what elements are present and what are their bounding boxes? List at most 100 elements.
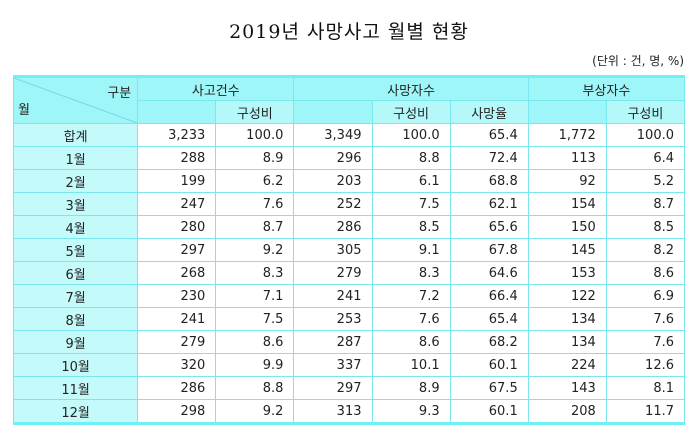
injured-ratio-cell: 8.7	[605, 192, 686, 216]
injured-ratio-cell: 8.5	[605, 215, 686, 239]
accidents-cell: 241	[137, 307, 217, 331]
death-rate-cell: 62.1	[449, 192, 529, 216]
deaths-ratio-cell: 100.0	[371, 123, 451, 147]
month-cell: 10월	[12, 353, 139, 377]
month-cell: 5월	[12, 238, 139, 262]
month-cell: 9월	[12, 330, 139, 354]
deaths-cell: 252	[293, 192, 373, 216]
table-row: 4월 280 8.7 286 8.5 65.6 150 8.5	[12, 215, 686, 239]
table-row: 6월 268 8.3 279 8.3 64.6 153 8.6	[12, 261, 686, 285]
accidents-cell: 199	[137, 169, 217, 193]
injured-cell: 113	[527, 146, 607, 170]
death-rate-cell: 65.4	[449, 307, 529, 331]
table-row: 9월 279 8.6 287 8.6 68.2 134 7.6	[12, 330, 686, 354]
corner-label-category: 구분	[107, 86, 132, 101]
deaths-ratio-cell: 9.3	[371, 399, 451, 424]
deaths-ratio-cell: 7.2	[371, 284, 451, 308]
deaths-cell: 3,349	[293, 123, 373, 147]
diagonal-line	[14, 78, 137, 123]
accidents-cell: 297	[137, 238, 217, 262]
total-row: 합계 3,233 100.0 3,349 100.0 65.4 1,772 100.0	[12, 123, 686, 147]
month-cell: 2월	[12, 169, 139, 193]
deaths-ratio-cell: 6.1	[371, 169, 451, 193]
accidents-cell: 288	[137, 146, 217, 170]
injured-ratio-cell: 100.0	[605, 123, 686, 147]
death-rate-cell: 64.6	[449, 261, 529, 285]
accidents-cell: 279	[137, 330, 217, 354]
injured-ratio-cell: 11.7	[605, 399, 686, 424]
injured-cell: 153	[527, 261, 607, 285]
month-cell: 11월	[12, 376, 139, 400]
deaths-cell: 279	[293, 261, 373, 285]
injured-ratio-cell: 12.6	[605, 353, 686, 377]
deaths-ratio-cell: 8.6	[371, 330, 451, 354]
table-row: 10월 320 9.9 337 10.1 60.1 224 12.6	[12, 353, 686, 377]
header-injured: 부상자수	[527, 76, 686, 101]
table-row: 7월 230 7.1 241 7.2 66.4 122 6.9	[12, 284, 686, 308]
deaths-ratio-cell: 8.3	[371, 261, 451, 285]
month-cell: 4월	[12, 215, 139, 239]
accidents-cell: 268	[137, 261, 217, 285]
injured-cell: 150	[527, 215, 607, 239]
deaths-cell: 313	[293, 399, 373, 424]
injured-cell: 143	[527, 376, 607, 400]
accidents-cell: 247	[137, 192, 217, 216]
deaths-cell: 305	[293, 238, 373, 262]
month-cell: 6월	[12, 261, 139, 285]
table-body: 합계 3,233 100.0 3,349 100.0 65.4 1,772 100.0 1월 28…	[12, 123, 686, 424]
month-cell: 1월	[12, 146, 139, 170]
accidents-cell: 280	[137, 215, 217, 239]
header-row-sub: 구성비 구성비 사망율 구성비	[14, 100, 686, 124]
injured-cell: 134	[527, 307, 607, 331]
monthly-fatal-accidents-table: 구분 월 사고건수 사망자수 부상자수 구성비 구성비 사망율 구성비 합계 3,…	[12, 75, 686, 425]
accidents-ratio-cell: 8.3	[215, 261, 295, 285]
accidents-cell: 286	[137, 376, 217, 400]
deaths-ratio-cell: 9.1	[371, 238, 451, 262]
subheader-deaths-count	[293, 100, 373, 124]
deaths-cell: 286	[293, 215, 373, 239]
deaths-ratio-cell: 8.5	[371, 215, 451, 239]
month-cell: 합계	[12, 123, 139, 147]
unit-note: (단위 : 건, 명, %)	[592, 54, 684, 68]
deaths-cell: 203	[293, 169, 373, 193]
injured-ratio-cell: 6.9	[605, 284, 686, 308]
death-rate-cell: 60.1	[449, 353, 529, 377]
death-rate-cell: 72.4	[449, 146, 529, 170]
month-cell: 12월	[12, 399, 139, 424]
header-accidents: 사고건수	[137, 76, 295, 101]
accidents-ratio-cell: 9.2	[215, 238, 295, 262]
injured-cell: 154	[527, 192, 607, 216]
deaths-cell: 287	[293, 330, 373, 354]
death-rate-cell: 67.8	[449, 238, 529, 262]
header-deaths: 사망자수	[293, 76, 529, 101]
accidents-ratio-cell: 100.0	[215, 123, 295, 147]
deaths-cell: 297	[293, 376, 373, 400]
subheader-accidents-count	[137, 100, 217, 124]
accidents-ratio-cell: 9.9	[215, 353, 295, 377]
death-rate-cell: 60.1	[449, 399, 529, 424]
corner-header-cell: 구분 월	[12, 76, 139, 124]
accidents-ratio-cell: 8.6	[215, 330, 295, 354]
subheader-injured-count	[527, 100, 607, 124]
accidents-ratio-cell: 7.6	[215, 192, 295, 216]
injured-ratio-cell: 8.6	[605, 261, 686, 285]
table-row: 12월 298 9.2 313 9.3 60.1 208 11.7	[12, 399, 686, 424]
injured-ratio-cell: 7.6	[605, 307, 686, 331]
death-rate-cell: 65.6	[449, 215, 529, 239]
header-row-group: 구분 월 사고건수 사망자수 부상자수	[12, 76, 686, 124]
injured-cell: 224	[527, 353, 607, 377]
injured-cell: 1,772	[527, 123, 607, 147]
month-cell: 7월	[12, 284, 139, 308]
injured-ratio-cell: 8.2	[605, 238, 686, 262]
deaths-cell: 241	[293, 284, 373, 308]
death-rate-cell: 68.8	[449, 169, 529, 193]
table-row: 8월 241 7.5 253 7.6 65.4 134 7.6	[12, 307, 686, 331]
month-cell: 3월	[12, 192, 139, 216]
accidents-ratio-cell: 9.2	[215, 399, 295, 424]
subheader-deaths-ratio: 구성비	[371, 100, 451, 124]
table-row: 3월 247 7.6 252 7.5 62.1 154 8.7	[12, 192, 686, 216]
death-rate-cell: 66.4	[449, 284, 529, 308]
accidents-ratio-cell: 8.9	[215, 146, 295, 170]
table-row: 1월 288 8.9 296 8.8 72.4 113 6.4	[12, 146, 686, 170]
accidents-ratio-cell: 8.8	[215, 376, 295, 400]
